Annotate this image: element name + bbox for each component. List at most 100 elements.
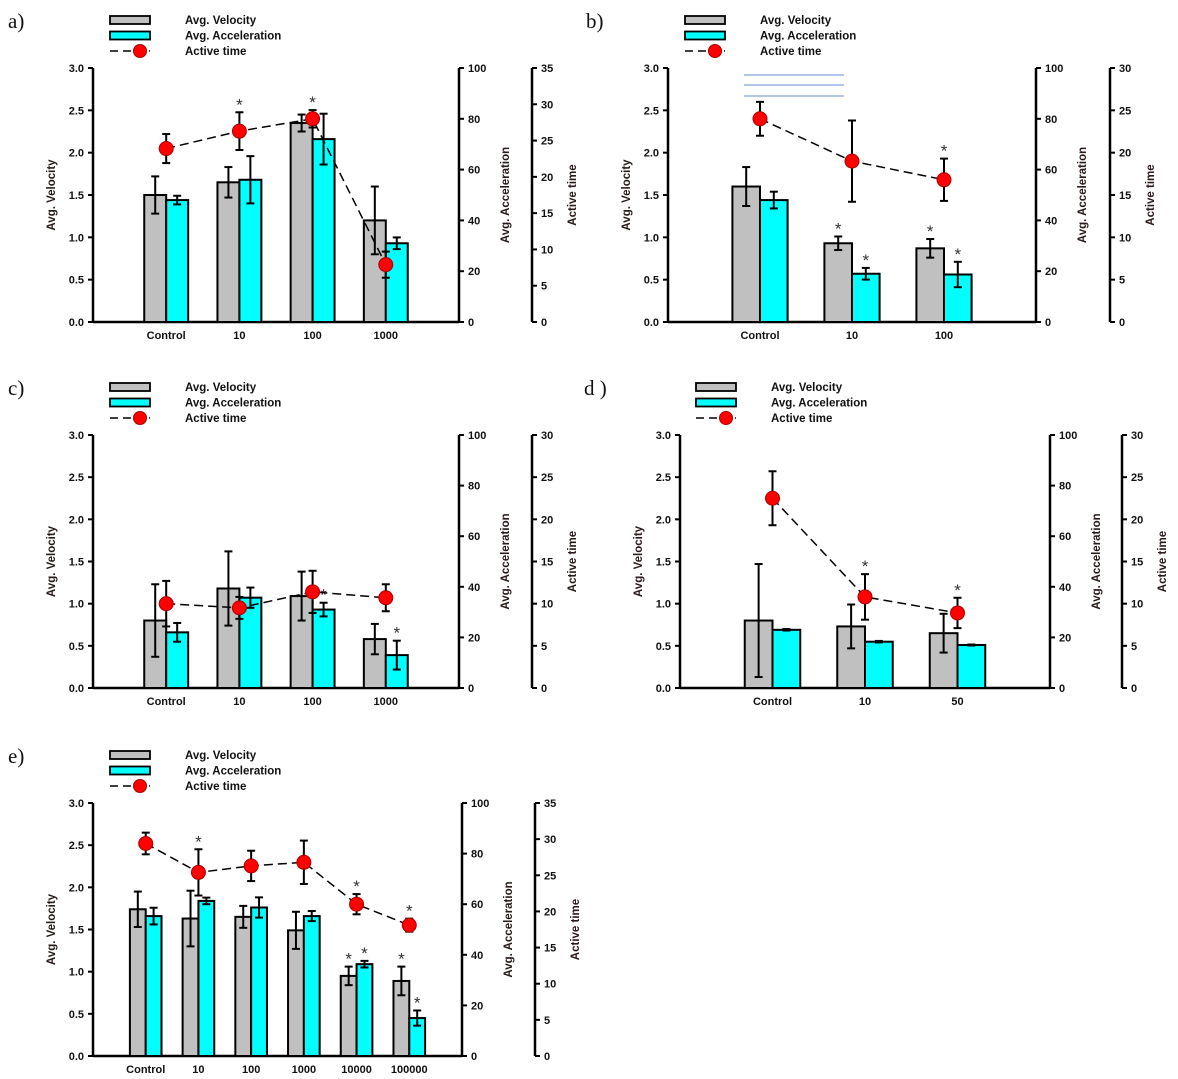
bar-acceleration bbox=[302, 915, 321, 1057]
legend-swatch-velocity bbox=[684, 15, 726, 25]
tick-label: 3.0 bbox=[656, 430, 671, 442]
tick-label: 100 bbox=[468, 430, 486, 442]
significance-star: * bbox=[320, 586, 327, 605]
legend-swatch-acceleration bbox=[684, 30, 726, 41]
tick-label: 0.0 bbox=[69, 1051, 84, 1063]
tick-label: 60 bbox=[468, 165, 480, 177]
point-active-time bbox=[296, 854, 312, 870]
panel-label: c) bbox=[8, 376, 24, 400]
chart-panel-c: c) Avg. Velocity Avg. Acceleration Active t… bbox=[8, 376, 579, 708]
tick-label: 2.0 bbox=[69, 882, 84, 894]
legend-marker-active-time bbox=[133, 779, 147, 793]
tick-label: 40 bbox=[468, 215, 480, 227]
category-label: 1000 bbox=[374, 330, 398, 342]
line-active-time bbox=[771, 497, 958, 614]
axis-title: Active time bbox=[1145, 164, 1157, 225]
tick-label: 30 bbox=[541, 99, 553, 111]
category-label: 1000 bbox=[374, 696, 398, 708]
legend-label: Avg. Acceleration bbox=[760, 31, 856, 43]
bar-velocity bbox=[915, 247, 946, 323]
significance-star: * bbox=[309, 93, 316, 112]
tick-label: 2.0 bbox=[69, 148, 84, 160]
tick-label: 1.0 bbox=[656, 599, 671, 611]
legend-marker-active-time bbox=[133, 44, 147, 58]
tick-label: 0 bbox=[468, 683, 474, 695]
category-label: Control bbox=[147, 696, 186, 708]
tick-label: 2.5 bbox=[69, 472, 84, 484]
tick-label: 0.5 bbox=[69, 641, 84, 653]
tick-label: 20 bbox=[468, 266, 480, 278]
panel-label: a) bbox=[8, 9, 24, 33]
tick-label: 0.0 bbox=[644, 317, 659, 329]
point-active-time bbox=[752, 111, 768, 127]
tick-label: 5 bbox=[541, 281, 547, 293]
tick-label: 0 bbox=[1059, 683, 1065, 695]
tick-label: 1.0 bbox=[644, 232, 659, 244]
legend-marker-active-time bbox=[719, 411, 733, 425]
legend: Avg. Velocity Avg. Acceleration Active tim… bbox=[695, 382, 867, 425]
tick-label: 15 bbox=[1131, 557, 1143, 569]
axis-title: Active time bbox=[570, 899, 582, 960]
significance-star: * bbox=[954, 581, 961, 600]
bar-acceleration bbox=[864, 640, 894, 689]
legend-marker-active-time bbox=[708, 44, 722, 58]
point-active-time bbox=[231, 123, 247, 139]
tick-label: 60 bbox=[1059, 531, 1071, 543]
point-active-time bbox=[305, 584, 321, 600]
tick-label: 10 bbox=[541, 244, 553, 256]
legend-swatch-acceleration bbox=[109, 397, 151, 408]
tick-label: 25 bbox=[544, 870, 556, 882]
panel-label: d ) bbox=[584, 376, 607, 400]
tick-label: 0 bbox=[544, 1051, 550, 1063]
bar-acceleration bbox=[144, 915, 163, 1057]
category-label: 100 bbox=[935, 330, 953, 342]
category-label: 10000 bbox=[341, 1064, 372, 1076]
bar-velocity bbox=[289, 122, 314, 323]
tick-label: 1.0 bbox=[69, 599, 84, 611]
significance-star: * bbox=[406, 902, 413, 921]
significance-star: * bbox=[195, 832, 202, 851]
bar-acceleration bbox=[165, 199, 190, 323]
bar-acceleration bbox=[250, 906, 268, 1058]
category-label: Control bbox=[126, 1064, 165, 1076]
point-active-time bbox=[158, 141, 174, 157]
axis-title: Active time bbox=[567, 164, 579, 225]
tick-label: 30 bbox=[541, 430, 553, 442]
point-active-time bbox=[305, 111, 321, 127]
chart-panel-b: b) Avg. Velocity Avg. Acceleration Active t… bbox=[586, 9, 1157, 342]
tick-label: 3.0 bbox=[69, 63, 84, 75]
tick-label: 0.0 bbox=[69, 317, 84, 329]
legend-swatch-velocity bbox=[109, 750, 151, 760]
tick-label: 100 bbox=[1059, 430, 1077, 442]
bar-velocity bbox=[128, 908, 147, 1058]
category-label: Control bbox=[147, 330, 186, 342]
tick-label: 20 bbox=[1119, 148, 1131, 160]
significance-star: * bbox=[835, 219, 842, 238]
tick-label: 35 bbox=[544, 798, 556, 810]
tick-label: 20 bbox=[1059, 632, 1071, 644]
tick-label: 60 bbox=[468, 531, 480, 543]
tick-label: 30 bbox=[1131, 430, 1143, 442]
legend: Avg. Velocity Avg. Acceleration Active tim… bbox=[109, 382, 281, 425]
tick-label: 20 bbox=[468, 632, 480, 644]
significance-star: * bbox=[393, 624, 400, 643]
axis-title: Avg. Velocity bbox=[46, 159, 58, 231]
category-label: 100 bbox=[303, 330, 321, 342]
legend-label: Avg. Velocity bbox=[185, 382, 257, 394]
legend-swatch-velocity bbox=[109, 382, 151, 392]
panel-label: b) bbox=[586, 9, 604, 33]
bar-acceleration bbox=[771, 628, 802, 689]
legend-label: Avg. Acceleration bbox=[185, 766, 281, 778]
point-active-time bbox=[936, 172, 952, 188]
legend-label: Active time bbox=[771, 413, 832, 425]
tick-label: 0 bbox=[468, 317, 474, 329]
tick-label: 15 bbox=[541, 557, 553, 569]
point-active-time bbox=[158, 596, 174, 612]
line-active-time bbox=[145, 842, 410, 926]
bar-acceleration bbox=[384, 242, 409, 323]
legend-label: Active time bbox=[760, 46, 821, 58]
category-label: 100 bbox=[303, 696, 321, 708]
axis-title: Avg. Acceleration bbox=[500, 147, 512, 243]
axis-title: Avg. Acceleration bbox=[500, 513, 512, 609]
